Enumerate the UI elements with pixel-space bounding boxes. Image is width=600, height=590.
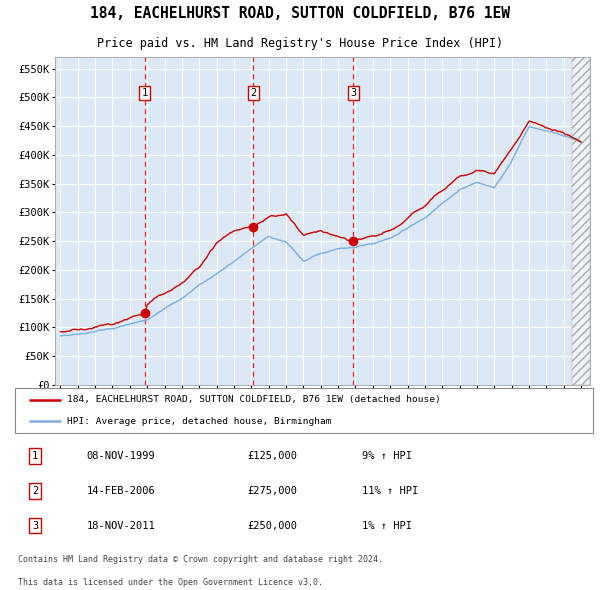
- Text: 2: 2: [32, 486, 38, 496]
- Text: 11% ↑ HPI: 11% ↑ HPI: [362, 486, 418, 496]
- Text: 14-FEB-2006: 14-FEB-2006: [87, 486, 155, 496]
- Text: £275,000: £275,000: [247, 486, 297, 496]
- Text: £250,000: £250,000: [247, 520, 297, 530]
- Text: Price paid vs. HM Land Registry's House Price Index (HPI): Price paid vs. HM Land Registry's House …: [97, 37, 503, 50]
- Text: 1: 1: [32, 451, 38, 461]
- Text: This data is licensed under the Open Government Licence v3.0.: This data is licensed under the Open Gov…: [18, 578, 323, 587]
- Text: HPI: Average price, detached house, Birmingham: HPI: Average price, detached house, Birm…: [67, 417, 331, 426]
- Text: 08-NOV-1999: 08-NOV-1999: [87, 451, 155, 461]
- Text: 184, EACHELHURST ROAD, SUTTON COLDFIELD, B76 1EW: 184, EACHELHURST ROAD, SUTTON COLDFIELD,…: [90, 6, 510, 21]
- Text: 184, EACHELHURST ROAD, SUTTON COLDFIELD, B76 1EW (detached house): 184, EACHELHURST ROAD, SUTTON COLDFIELD,…: [67, 395, 440, 404]
- Text: 3: 3: [32, 520, 38, 530]
- Text: Contains HM Land Registry data © Crown copyright and database right 2024.: Contains HM Land Registry data © Crown c…: [18, 555, 383, 564]
- Text: 3: 3: [350, 88, 356, 98]
- Text: 1% ↑ HPI: 1% ↑ HPI: [362, 520, 412, 530]
- Text: 1: 1: [142, 88, 148, 98]
- Text: 18-NOV-2011: 18-NOV-2011: [87, 520, 155, 530]
- Text: 9% ↑ HPI: 9% ↑ HPI: [362, 451, 412, 461]
- Text: £125,000: £125,000: [247, 451, 297, 461]
- Text: 2: 2: [250, 88, 257, 98]
- FancyBboxPatch shape: [15, 388, 593, 434]
